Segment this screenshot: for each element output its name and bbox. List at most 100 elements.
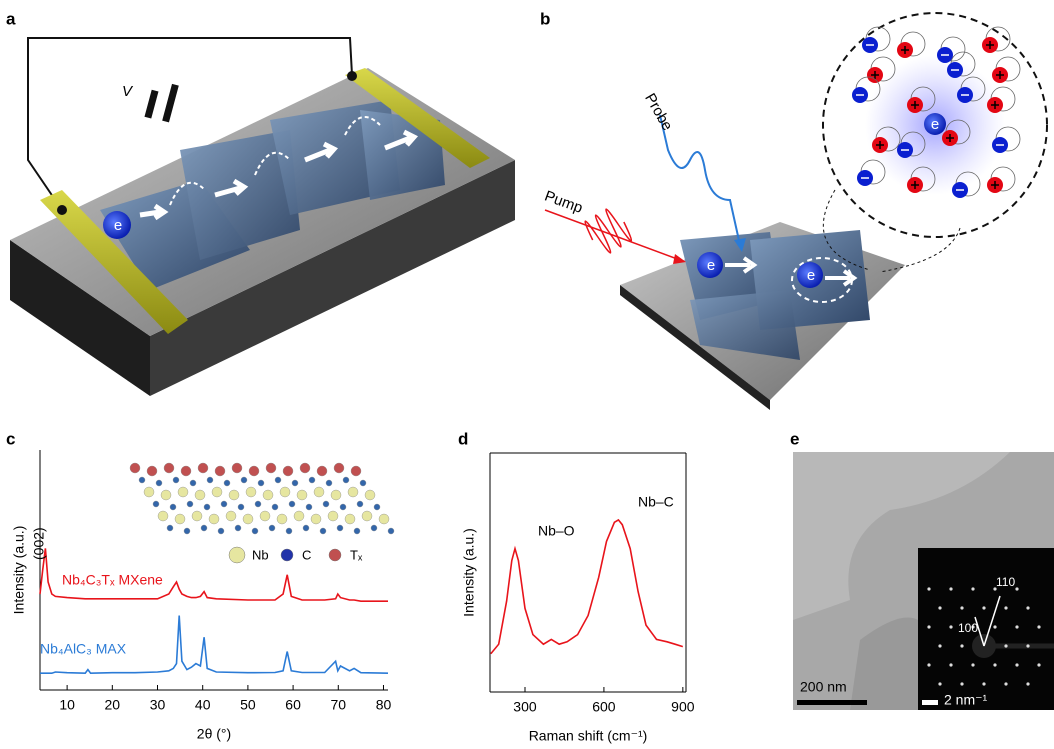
- atom: [374, 504, 380, 510]
- atom: [357, 501, 363, 507]
- atom: [167, 525, 173, 531]
- diffraction-spot: [938, 644, 941, 647]
- diffraction-spot: [960, 682, 963, 685]
- atom: [198, 463, 208, 473]
- atom: [192, 511, 202, 521]
- diffraction-spot: [1004, 644, 1007, 647]
- atom: [212, 487, 222, 497]
- legend-marker: [281, 549, 293, 561]
- atom: [311, 514, 321, 524]
- pump-probe-diagram: [545, 13, 1047, 410]
- atom: [255, 501, 261, 507]
- atom: [153, 501, 159, 507]
- atom: [249, 466, 259, 476]
- x-tick-label: 80: [376, 697, 392, 713]
- annotation: (002): [31, 527, 47, 560]
- atom: [241, 477, 247, 483]
- panel-label: c: [6, 429, 15, 448]
- atom: [187, 501, 193, 507]
- probe-label: Probe: [641, 90, 676, 133]
- atom: [331, 490, 341, 500]
- atom: [221, 501, 227, 507]
- atom: [300, 463, 310, 473]
- series-label: Nb₄AlC₃ MAX: [40, 641, 127, 657]
- inset-scale-bar-label: 2 nm⁻¹: [944, 692, 988, 708]
- electron-label: e: [807, 267, 815, 284]
- atom: [328, 511, 338, 521]
- panel-label: d: [458, 429, 468, 448]
- x-tick-label: 900: [671, 699, 695, 715]
- atom: [354, 528, 360, 534]
- x-tick-label: 60: [285, 697, 301, 713]
- atom: [207, 477, 213, 483]
- annotation: Nb–O: [538, 523, 575, 539]
- atom: [218, 528, 224, 534]
- legend-label: Tₓ: [350, 547, 363, 562]
- atom: [323, 501, 329, 507]
- atom: [229, 490, 239, 500]
- voltage-label: V: [122, 83, 134, 100]
- atom: [266, 463, 276, 473]
- diffraction-spot: [1026, 606, 1029, 609]
- atom: [303, 525, 309, 531]
- electron-label: e: [114, 217, 122, 234]
- diffraction-spot: [960, 644, 963, 647]
- atom: [147, 466, 157, 476]
- atom: [184, 528, 190, 534]
- diffraction-spot: [1004, 682, 1007, 685]
- atom: [379, 514, 389, 524]
- diffraction-spot: [938, 682, 941, 685]
- atom: [340, 504, 346, 510]
- atom: [337, 525, 343, 531]
- legend-label: C: [302, 547, 311, 562]
- atom: [190, 480, 196, 486]
- atom: [258, 480, 264, 486]
- diffraction-spot: [938, 606, 941, 609]
- diffraction-spot: [949, 587, 952, 590]
- atom: [139, 477, 145, 483]
- diffraction-spot: [982, 682, 985, 685]
- diffraction-spot: [1015, 625, 1018, 628]
- atom: [362, 511, 372, 521]
- atom: [294, 511, 304, 521]
- diffraction-spot: [927, 587, 930, 590]
- atom: [297, 490, 307, 500]
- atom: [286, 528, 292, 534]
- atom: [263, 490, 273, 500]
- atom: [144, 487, 154, 497]
- atom: [348, 487, 358, 497]
- y-axis-label: Intensity (a.u.): [11, 526, 27, 615]
- atom: [238, 504, 244, 510]
- legend-marker: [229, 547, 245, 563]
- series-label: Nb₄C₃Tₓ MXene: [62, 572, 163, 588]
- x-axis-label: 2θ (°): [197, 726, 231, 742]
- atom: [130, 463, 140, 473]
- x-tick-label: 300: [513, 699, 537, 715]
- atom: [309, 477, 315, 483]
- atom: [272, 504, 278, 510]
- atom: [360, 480, 366, 486]
- diffraction-spot: [1037, 625, 1040, 628]
- atom: [260, 511, 270, 521]
- electron-label: e: [931, 116, 939, 133]
- atom: [371, 525, 377, 531]
- diffraction-spot: [993, 663, 996, 666]
- pump-label: Pump: [542, 188, 585, 217]
- legend-marker: [329, 549, 341, 561]
- atom: [343, 477, 349, 483]
- atom: [388, 528, 394, 534]
- atom: [204, 504, 210, 510]
- atom: [334, 463, 344, 473]
- atom: [317, 466, 327, 476]
- legend-label: Nb: [252, 547, 269, 562]
- atom: [175, 514, 185, 524]
- diffraction-spot: [927, 625, 930, 628]
- atom: [243, 514, 253, 524]
- atom: [232, 463, 242, 473]
- atom: [275, 477, 281, 483]
- atom: [226, 511, 236, 521]
- x-tick-label: 10: [59, 697, 75, 713]
- atom: [326, 480, 332, 486]
- diffraction-spot: [1015, 663, 1018, 666]
- electron-label: e: [707, 257, 715, 274]
